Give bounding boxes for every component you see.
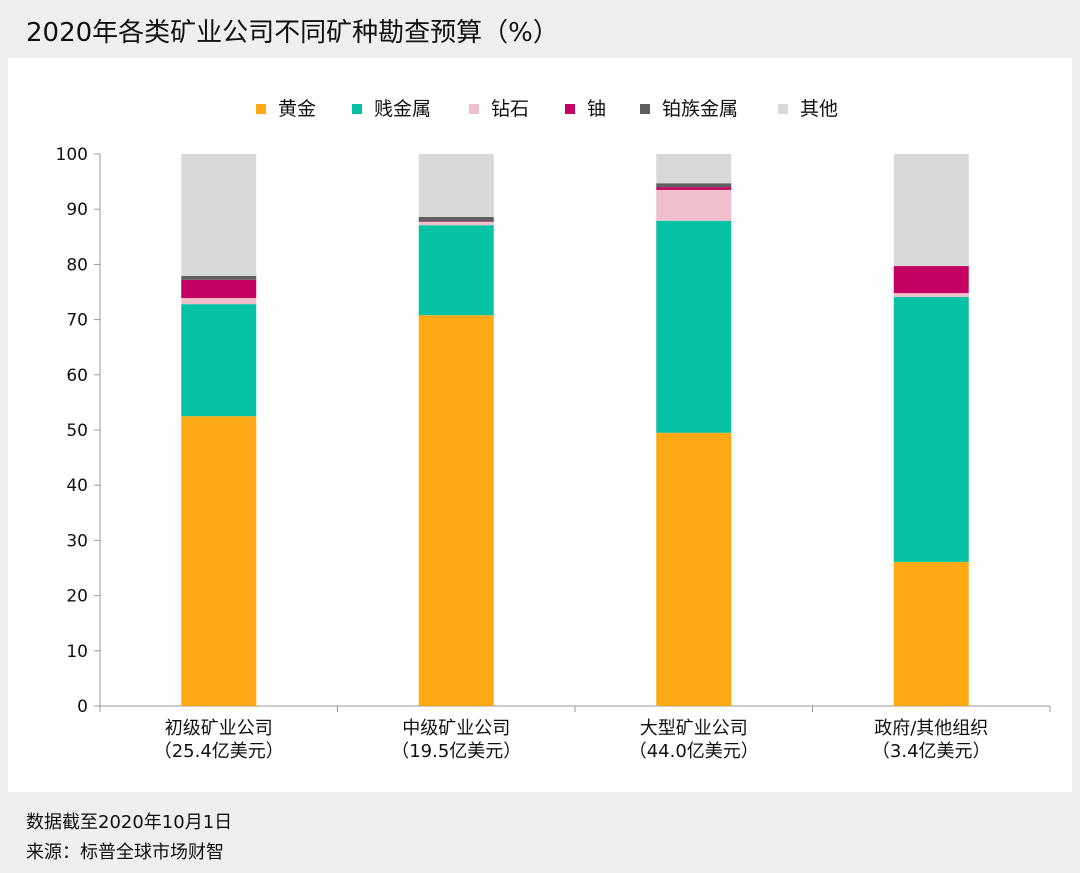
y-tick-label: 40 [66,476,88,496]
bar-segment-其他 [181,154,257,276]
y-tick-label: 70 [66,311,88,331]
x-tick-label-budget: （44.0亿美元） [629,741,759,762]
legend-label: 黄金 [278,98,316,120]
y-tick-label: 0 [77,697,88,717]
chart-panel: 0 10 20 30 40 50 60 70 80 90 100 初级矿业公司 （25.4亿美元） 中级矿… [8,58,1072,792]
bar-segment-贱金属 [893,296,969,562]
y-tick-label: 80 [66,255,88,275]
bar-segment-其他 [418,154,494,217]
bar-segment-铀 [181,279,257,299]
y-tick-label: 50 [66,421,88,441]
bar-segment-贱金属 [181,304,257,417]
y-tick-label: 60 [66,366,88,386]
source-note: 来源：标普全球市场财智 [26,842,224,863]
bar-segment-钻石 [656,189,732,221]
legend-label: 贱金属 [374,98,431,120]
x-tick-label: 初级矿业公司 [165,718,273,739]
x-tick-label: 大型矿业公司 [640,718,748,739]
bar-segment-黄金 [893,561,969,706]
bar-segment-铀 [656,187,732,190]
stacked-bar-chart: 0 10 20 30 40 50 60 70 80 90 100 初级矿业公司（25.4亿美元） 中级矿… [56,98,1051,762]
bar-segment-其他 [893,154,969,267]
bar-segment-钻石 [181,298,257,305]
legend-swatch [565,104,575,114]
bar-segment-钻石 [418,221,494,226]
bar-segment-黄金 [418,315,494,706]
y-tick-label: 90 [66,200,88,220]
bar-segment-铂族金属 [656,183,732,188]
legend-swatch [352,104,362,114]
legend-label: 其他 [800,98,838,120]
bar-segment-其他 [656,154,732,184]
x-tick-label: 中级矿业公司 [402,718,510,739]
bar-segment-黄金 [181,416,257,706]
x-tick-label: 政府/其他组织 [874,718,988,739]
data-date-note: 数据截至2020年10月1日 [26,812,233,833]
y-tick-label: 30 [66,531,88,551]
bar-segment-铀 [893,266,969,294]
bar-segment-铀 [418,221,494,222]
legend-label: 铂族金属 [662,98,738,120]
y-tick-label: 100 [56,145,88,165]
legend-swatch [640,104,650,114]
chart-title: 2020年各类矿业公司不同矿种勘查预算（%） [26,18,559,48]
legend-label: 铀 [587,98,606,120]
y-tick-label: 10 [66,642,88,662]
legend-swatch [256,104,266,114]
legend-swatch [778,104,788,114]
bar-segment-贱金属 [656,220,732,433]
bar-segment-铂族金属 [418,216,494,222]
bar-segment-黄金 [656,432,732,706]
x-tick-label-budget: （19.5亿美元） [391,741,521,762]
legend-label: 钻石 [491,98,529,120]
y-tick-label: 20 [66,587,88,607]
x-tick-label-budget: （25.4亿美元） [154,741,284,762]
legend-swatch [469,104,479,114]
bar-segment-铂族金属 [181,275,257,280]
bar-segment-贱金属 [418,225,494,316]
x-tick-label-budget: （3.4亿美元） [872,741,991,762]
bar-segment-钻石 [893,293,969,297]
